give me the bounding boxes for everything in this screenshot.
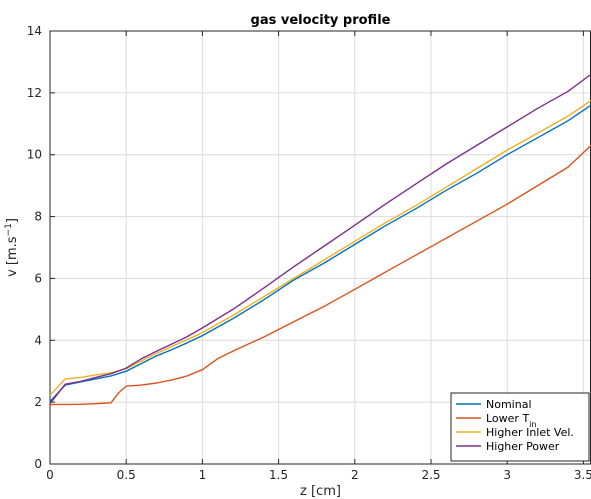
y-tick-label: 8 bbox=[34, 210, 42, 224]
y-tick-label: 4 bbox=[34, 333, 42, 347]
legend-label: Lower Tin bbox=[486, 412, 536, 429]
y-tick-label: 14 bbox=[27, 24, 42, 38]
x-axis-label: z [cm] bbox=[300, 484, 341, 499]
y-axis-label-end: ] bbox=[5, 218, 20, 223]
x-tick-label: 3 bbox=[503, 468, 511, 482]
y-axis-label-base: v [m.s bbox=[5, 236, 20, 277]
x-tick-label: 0.5 bbox=[117, 468, 136, 482]
series-line bbox=[49, 144, 591, 406]
legend-label: Higher Inlet Vel. bbox=[486, 426, 574, 439]
x-tick-labels: 0 0.5 1 1.5 2 2.5 3 3.5 bbox=[46, 468, 591, 482]
y-axis-label-superscript: −1 bbox=[4, 223, 14, 236]
x-tick-label: 1 bbox=[199, 468, 207, 482]
y-tick-labels: 0 2 4 6 8 10 12 14 bbox=[27, 24, 42, 471]
series-line bbox=[49, 73, 591, 405]
series-layer bbox=[49, 73, 591, 406]
y-tick-label: 6 bbox=[34, 271, 42, 285]
y-axis-label: v [m.s−1] bbox=[4, 218, 20, 277]
y-tick-label: 10 bbox=[27, 148, 42, 162]
x-tick-label: 0 bbox=[46, 468, 54, 482]
x-tick-label: 1.5 bbox=[269, 468, 288, 482]
chart-title: gas velocity profile bbox=[251, 13, 391, 28]
legend-label: Higher Power bbox=[486, 440, 560, 453]
series-line bbox=[49, 104, 591, 402]
legend-label: Nominal bbox=[486, 398, 532, 411]
x-tick-label: 2.5 bbox=[421, 468, 440, 482]
series-line bbox=[49, 100, 591, 396]
x-tick-label: 2 bbox=[351, 468, 359, 482]
axis-ticks bbox=[49, 30, 584, 465]
y-tick-label: 0 bbox=[34, 457, 42, 471]
x-tick-label: 3.5 bbox=[574, 468, 591, 482]
y-tick-label: 2 bbox=[34, 395, 42, 409]
y-tick-label: 12 bbox=[27, 86, 42, 100]
